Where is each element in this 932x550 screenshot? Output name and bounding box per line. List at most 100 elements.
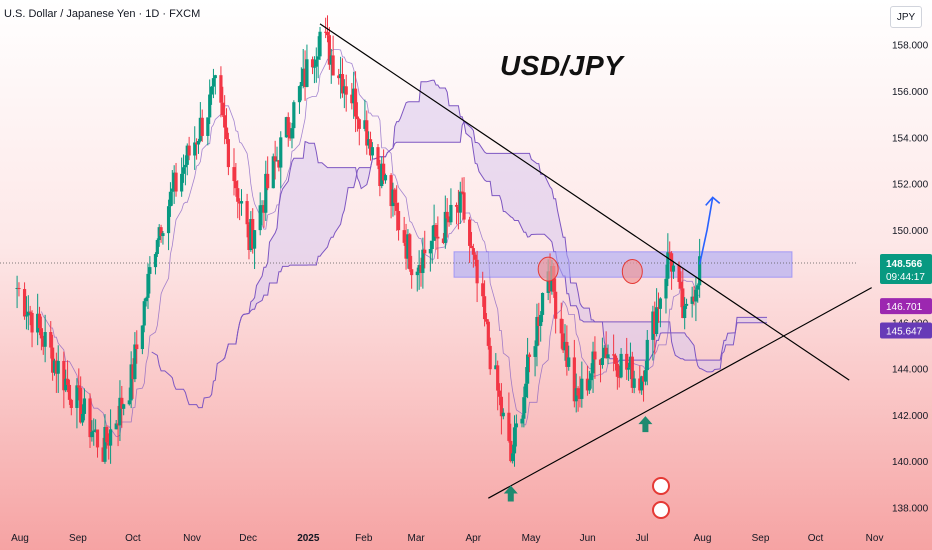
candle-body	[694, 289, 698, 302]
candle-body	[299, 81, 303, 87]
currency-label[interactable]: JPY	[890, 6, 922, 28]
time-axis-label: Sep	[69, 533, 87, 544]
candle-body	[49, 332, 53, 348]
candle-body	[640, 376, 644, 391]
candle-body	[211, 78, 216, 87]
candle-body	[679, 281, 683, 289]
candlestick-series	[15, 15, 702, 467]
candle-body	[402, 230, 406, 243]
candle-body	[520, 418, 524, 424]
candle-body	[133, 344, 137, 380]
ascending-trendline	[488, 287, 872, 499]
candle-body	[75, 385, 79, 408]
candle-body	[606, 354, 610, 359]
candle-body	[554, 291, 558, 319]
current-price-tag	[880, 253, 932, 284]
candle-body	[24, 315, 29, 317]
candle-body	[668, 252, 672, 254]
candle-body	[316, 56, 320, 60]
candle-body	[632, 378, 636, 388]
candle-body	[421, 249, 425, 274]
candle-body	[159, 227, 163, 237]
candle-body	[245, 201, 249, 225]
candle-body	[683, 305, 687, 319]
symbol-title: U.S. Dollar / Japanese Yen · 1D · FXCM	[4, 8, 201, 20]
candle-body	[187, 145, 191, 156]
descending-trendline	[319, 23, 850, 381]
candle-body	[496, 365, 500, 391]
candle-body	[118, 397, 122, 426]
candle-body	[193, 142, 197, 156]
candle-body	[185, 145, 189, 165]
ichimoku-cloud	[222, 80, 768, 372]
candle-body	[628, 356, 633, 368]
candle-body	[389, 175, 393, 207]
candle-body	[578, 395, 582, 399]
candle-body	[67, 384, 72, 400]
candle-body	[310, 59, 315, 68]
candle-body	[120, 397, 124, 409]
candle-body	[116, 423, 120, 426]
candle-body	[213, 75, 217, 79]
candle-body	[69, 399, 73, 408]
candle-body	[367, 139, 371, 146]
candle-body	[284, 117, 288, 138]
candle-body	[26, 311, 30, 316]
candle-body	[331, 55, 335, 76]
candle-body	[327, 35, 331, 65]
candle-body	[469, 245, 474, 249]
candle-body	[417, 265, 421, 272]
candle-body	[522, 397, 526, 419]
indicator-tag	[880, 298, 932, 315]
candle-body	[22, 289, 27, 317]
candle-body	[56, 360, 60, 374]
candle-body	[249, 218, 253, 250]
time-axis-label: Nov	[183, 533, 201, 544]
candle-body	[352, 88, 356, 104]
candle-body	[122, 404, 126, 409]
candle-body	[286, 117, 290, 136]
candle-body	[277, 160, 281, 168]
time-axis-label: Aug	[694, 533, 712, 544]
price-axis-label: 156.000	[892, 87, 929, 98]
candle-body	[219, 75, 223, 103]
candle-body	[488, 345, 492, 370]
candle-body	[28, 311, 32, 313]
time-axis-label: Dec	[239, 533, 257, 544]
candle-body	[92, 430, 96, 433]
candle-body	[368, 139, 373, 156]
candle-body	[533, 346, 537, 357]
candle-body	[587, 380, 591, 391]
candle-body	[30, 312, 34, 333]
candle-body	[340, 74, 345, 94]
candle-body	[404, 242, 408, 259]
candle-body	[630, 356, 634, 388]
candle-body	[105, 426, 109, 443]
circle-marker	[537, 256, 559, 282]
candle-body	[62, 360, 66, 391]
candle-body	[234, 181, 238, 189]
candle-body	[383, 175, 388, 181]
candle-body	[224, 127, 229, 140]
candle-body	[239, 201, 244, 204]
candle-body	[600, 357, 604, 365]
candle-body	[677, 265, 681, 282]
candle-body	[468, 219, 472, 246]
candle-body	[497, 390, 502, 397]
candle-body	[181, 167, 186, 174]
candle-body	[146, 273, 150, 298]
candle-body	[486, 321, 490, 346]
candle-body	[103, 426, 107, 462]
candle-body	[90, 432, 94, 438]
candle-body	[252, 230, 257, 249]
projection-path	[698, 197, 714, 265]
candle-body	[432, 224, 436, 241]
candle-body	[462, 192, 466, 220]
candle-body	[15, 287, 19, 289]
candle-body	[669, 253, 674, 272]
candle-body	[166, 206, 171, 234]
candle-body	[41, 338, 45, 347]
candle-body	[79, 387, 83, 423]
